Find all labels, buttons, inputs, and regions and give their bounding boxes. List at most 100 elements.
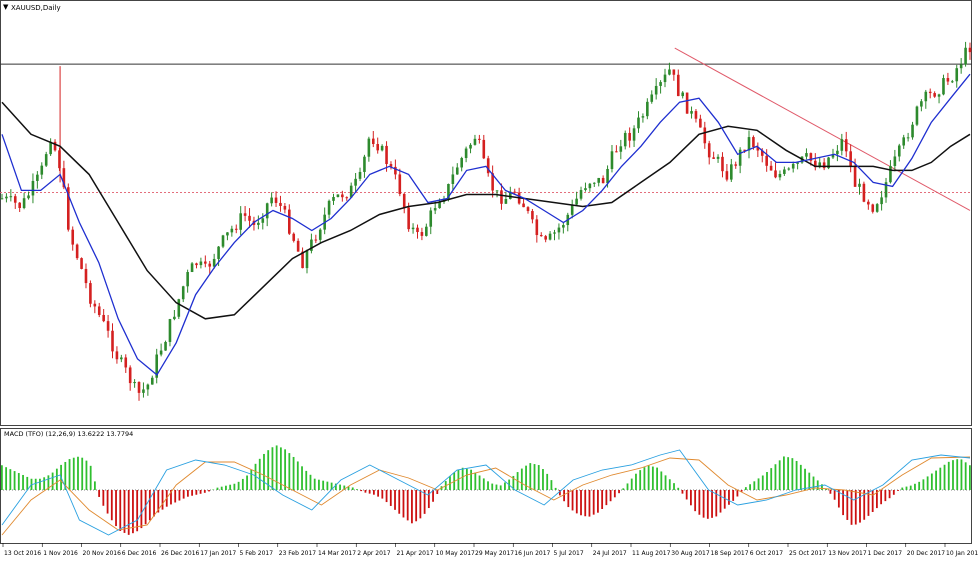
- candle: [208, 260, 212, 275]
- candle: [915, 105, 919, 127]
- candle-body: [106, 321, 110, 331]
- candle-body: [208, 263, 212, 267]
- candle-body: [181, 286, 185, 300]
- candle: [924, 89, 928, 109]
- candle: [849, 144, 852, 173]
- candle-body: [791, 163, 795, 169]
- price-panel[interactable]: [0, 0, 972, 426]
- candle: [420, 227, 424, 241]
- candle-body: [142, 389, 145, 393]
- candle: [305, 249, 309, 274]
- macd-histogram-bar: [225, 485, 227, 490]
- candle-body: [570, 204, 574, 215]
- candle-body: [500, 190, 503, 204]
- candle: [615, 145, 618, 153]
- candle-body: [531, 211, 534, 220]
- candle-body: [398, 174, 402, 194]
- macd-histogram-bar: [952, 460, 954, 490]
- macd-histogram-bar: [241, 478, 244, 490]
- candle-body: [641, 116, 645, 118]
- candle: [906, 132, 910, 142]
- macd-histogram-bar: [905, 486, 908, 490]
- macd-histogram-bar: [677, 487, 680, 490]
- candle: [27, 191, 30, 200]
- trendline: [674, 47, 971, 211]
- macd-histogram-bar: [529, 463, 532, 490]
- candle: [274, 191, 278, 207]
- candle-body: [199, 261, 203, 266]
- candle: [310, 233, 313, 254]
- chart-title: XAUUSD,Daily: [11, 4, 61, 12]
- macd-histogram-bar: [744, 487, 747, 490]
- candle-body: [111, 330, 114, 352]
- candle-body: [787, 168, 791, 170]
- candle-body: [416, 227, 419, 233]
- candle-body: [155, 354, 159, 378]
- macd-histogram-bar: [106, 490, 109, 514]
- candle: [31, 173, 35, 204]
- candle: [142, 382, 145, 398]
- candle: [716, 154, 720, 163]
- candle-body: [234, 228, 238, 230]
- macd-histogram-bar: [918, 481, 921, 490]
- x-tick-label: 21 Apr 2017: [397, 550, 434, 557]
- candle: [897, 143, 901, 162]
- candle: [911, 121, 914, 140]
- macd-histogram-bar: [491, 483, 494, 490]
- candle-body: [495, 190, 499, 192]
- candle-body: [880, 197, 883, 205]
- candle: [504, 191, 508, 204]
- macd-histogram-bar: [922, 479, 925, 490]
- macd-panel[interactable]: [0, 428, 972, 544]
- macd-histogram-bar: [935, 470, 937, 490]
- macd-histogram-bar: [795, 460, 798, 490]
- macd-histogram-bar: [322, 480, 325, 490]
- candle-body: [478, 138, 481, 140]
- macd-histogram-bar: [520, 468, 523, 490]
- candle: [699, 114, 702, 128]
- candle: [447, 183, 450, 202]
- macd-histogram-bar: [47, 475, 50, 490]
- macd-histogram-bar: [398, 490, 401, 514]
- macd-histogram-bar: [964, 462, 967, 490]
- macd-histogram-bar: [203, 490, 206, 493]
- macd-histogram-bar: [512, 475, 515, 490]
- macd-histogram-bar: [465, 468, 468, 490]
- chart-menu-icon[interactable]: ▼: [3, 3, 9, 11]
- macd-histogram-bar: [148, 490, 151, 521]
- candle: [858, 178, 861, 195]
- macd-histogram-bar: [64, 461, 67, 490]
- candle-body: [610, 151, 614, 169]
- candle-body: [685, 92, 689, 114]
- macd-histogram-bar: [195, 490, 198, 495]
- candle-body: [380, 145, 384, 151]
- macd-histogram-bar: [728, 490, 730, 505]
- macd-histogram-bar: [876, 490, 878, 509]
- macd-histogram-bar: [216, 487, 219, 490]
- candle: [730, 158, 733, 182]
- macd-histogram-bar: [102, 490, 105, 506]
- macd-histogram-bar: [161, 490, 164, 510]
- candle-body: [924, 91, 928, 102]
- candle-body: [455, 167, 459, 175]
- macd-histogram-bar: [423, 490, 426, 514]
- candle-body: [318, 229, 322, 240]
- candle-body: [411, 227, 415, 230]
- x-tick-label: 5 Feb 2017: [240, 550, 274, 557]
- candle: [168, 318, 172, 347]
- candle-body: [968, 47, 972, 53]
- candle: [676, 69, 680, 97]
- candle-body: [75, 244, 79, 259]
- candle-body: [646, 101, 649, 117]
- macd-histogram-bar: [736, 490, 739, 497]
- candle: [920, 99, 923, 112]
- candle-body: [849, 151, 852, 167]
- candle: [601, 175, 605, 184]
- macd-histogram-bar: [275, 445, 278, 490]
- macd-histogram-bar: [833, 490, 836, 500]
- macd-histogram-bar: [9, 469, 12, 490]
- candle-body: [447, 183, 450, 199]
- candle-body: [579, 190, 583, 199]
